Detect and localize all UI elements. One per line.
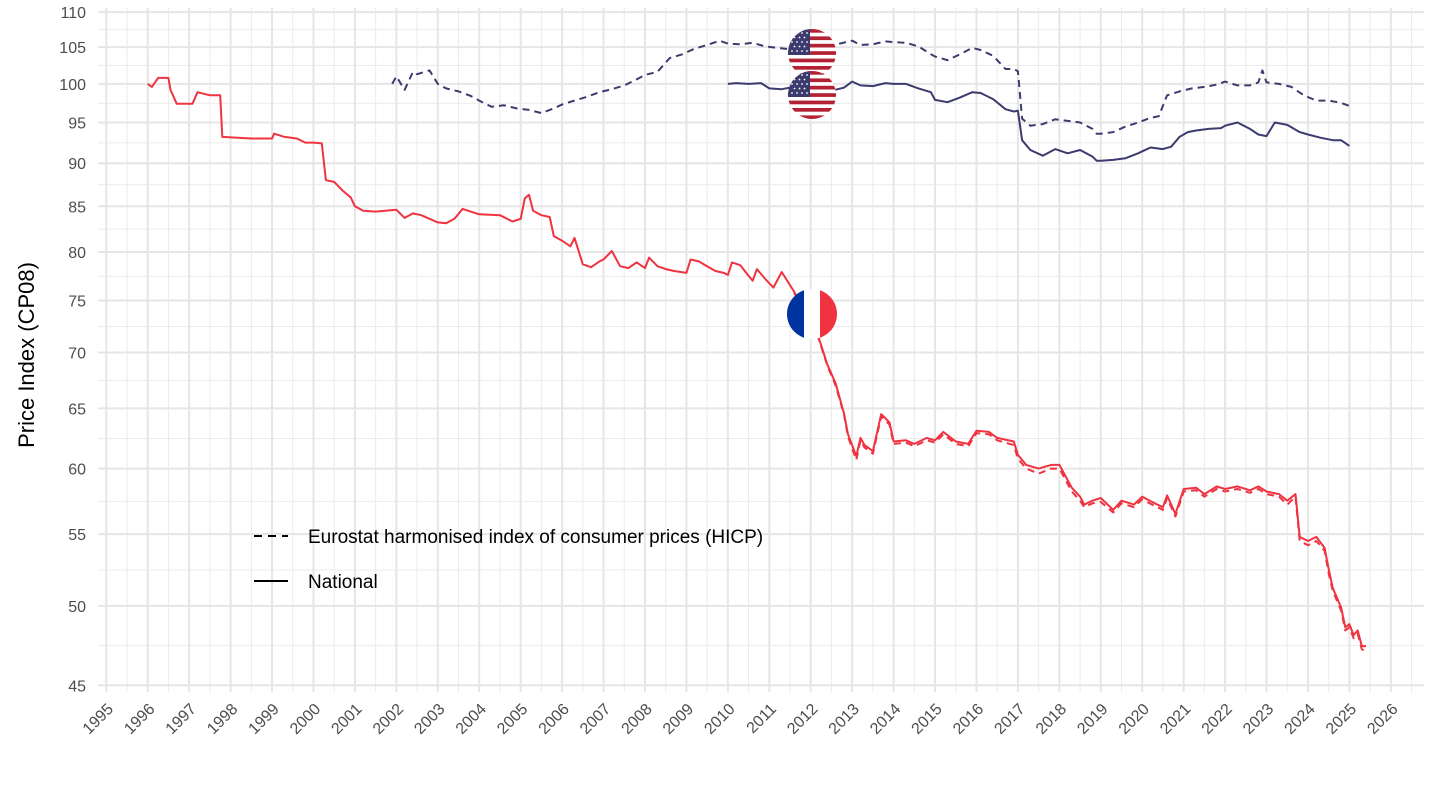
y-tick-label: 80 [68,245,86,262]
legend-item-national: National [254,572,378,593]
france-flag-icon [787,289,837,339]
y-tick-label: 95 [68,116,86,133]
series-line-france-national [147,76,1366,648]
us-flag-icon [788,71,836,119]
y-axis-title: Price Index (CP08) [14,262,39,448]
us-flag-icon [788,29,836,77]
y-tick-label: 55 [68,527,86,544]
legend-label-national: National [308,572,378,593]
y-tick-label: 110 [60,5,86,22]
legend-item-hicp: Eurostat harmonised index of consumer pr… [254,527,763,548]
y-tick-label: 75 [68,294,86,311]
y-tick-label: 100 [59,77,86,94]
legend-label-hicp: Eurostat harmonised index of consumer pr… [308,527,763,548]
y-tick-label: 70 [68,346,86,363]
y-axis: 45 50 55 60 65 70 75 80 85 90 95 100 105 110 [59,5,86,695]
y-tick-label: 60 [68,462,86,479]
y-tick-label: 105 [59,40,86,57]
y-tick-label: 65 [68,401,86,418]
y-tick-label: 45 [68,678,86,695]
series-line-united-states-hicp [391,39,1350,135]
y-tick-label: 85 [68,199,86,216]
legend: Eurostat harmonised index of consumer pr… [254,527,763,593]
series-line-united-states-national [727,80,1350,162]
series-layer [147,39,1367,652]
series-line-france-hicp [793,292,1367,652]
y-tick-label: 90 [68,156,86,173]
y-tick-label: 50 [68,599,86,616]
